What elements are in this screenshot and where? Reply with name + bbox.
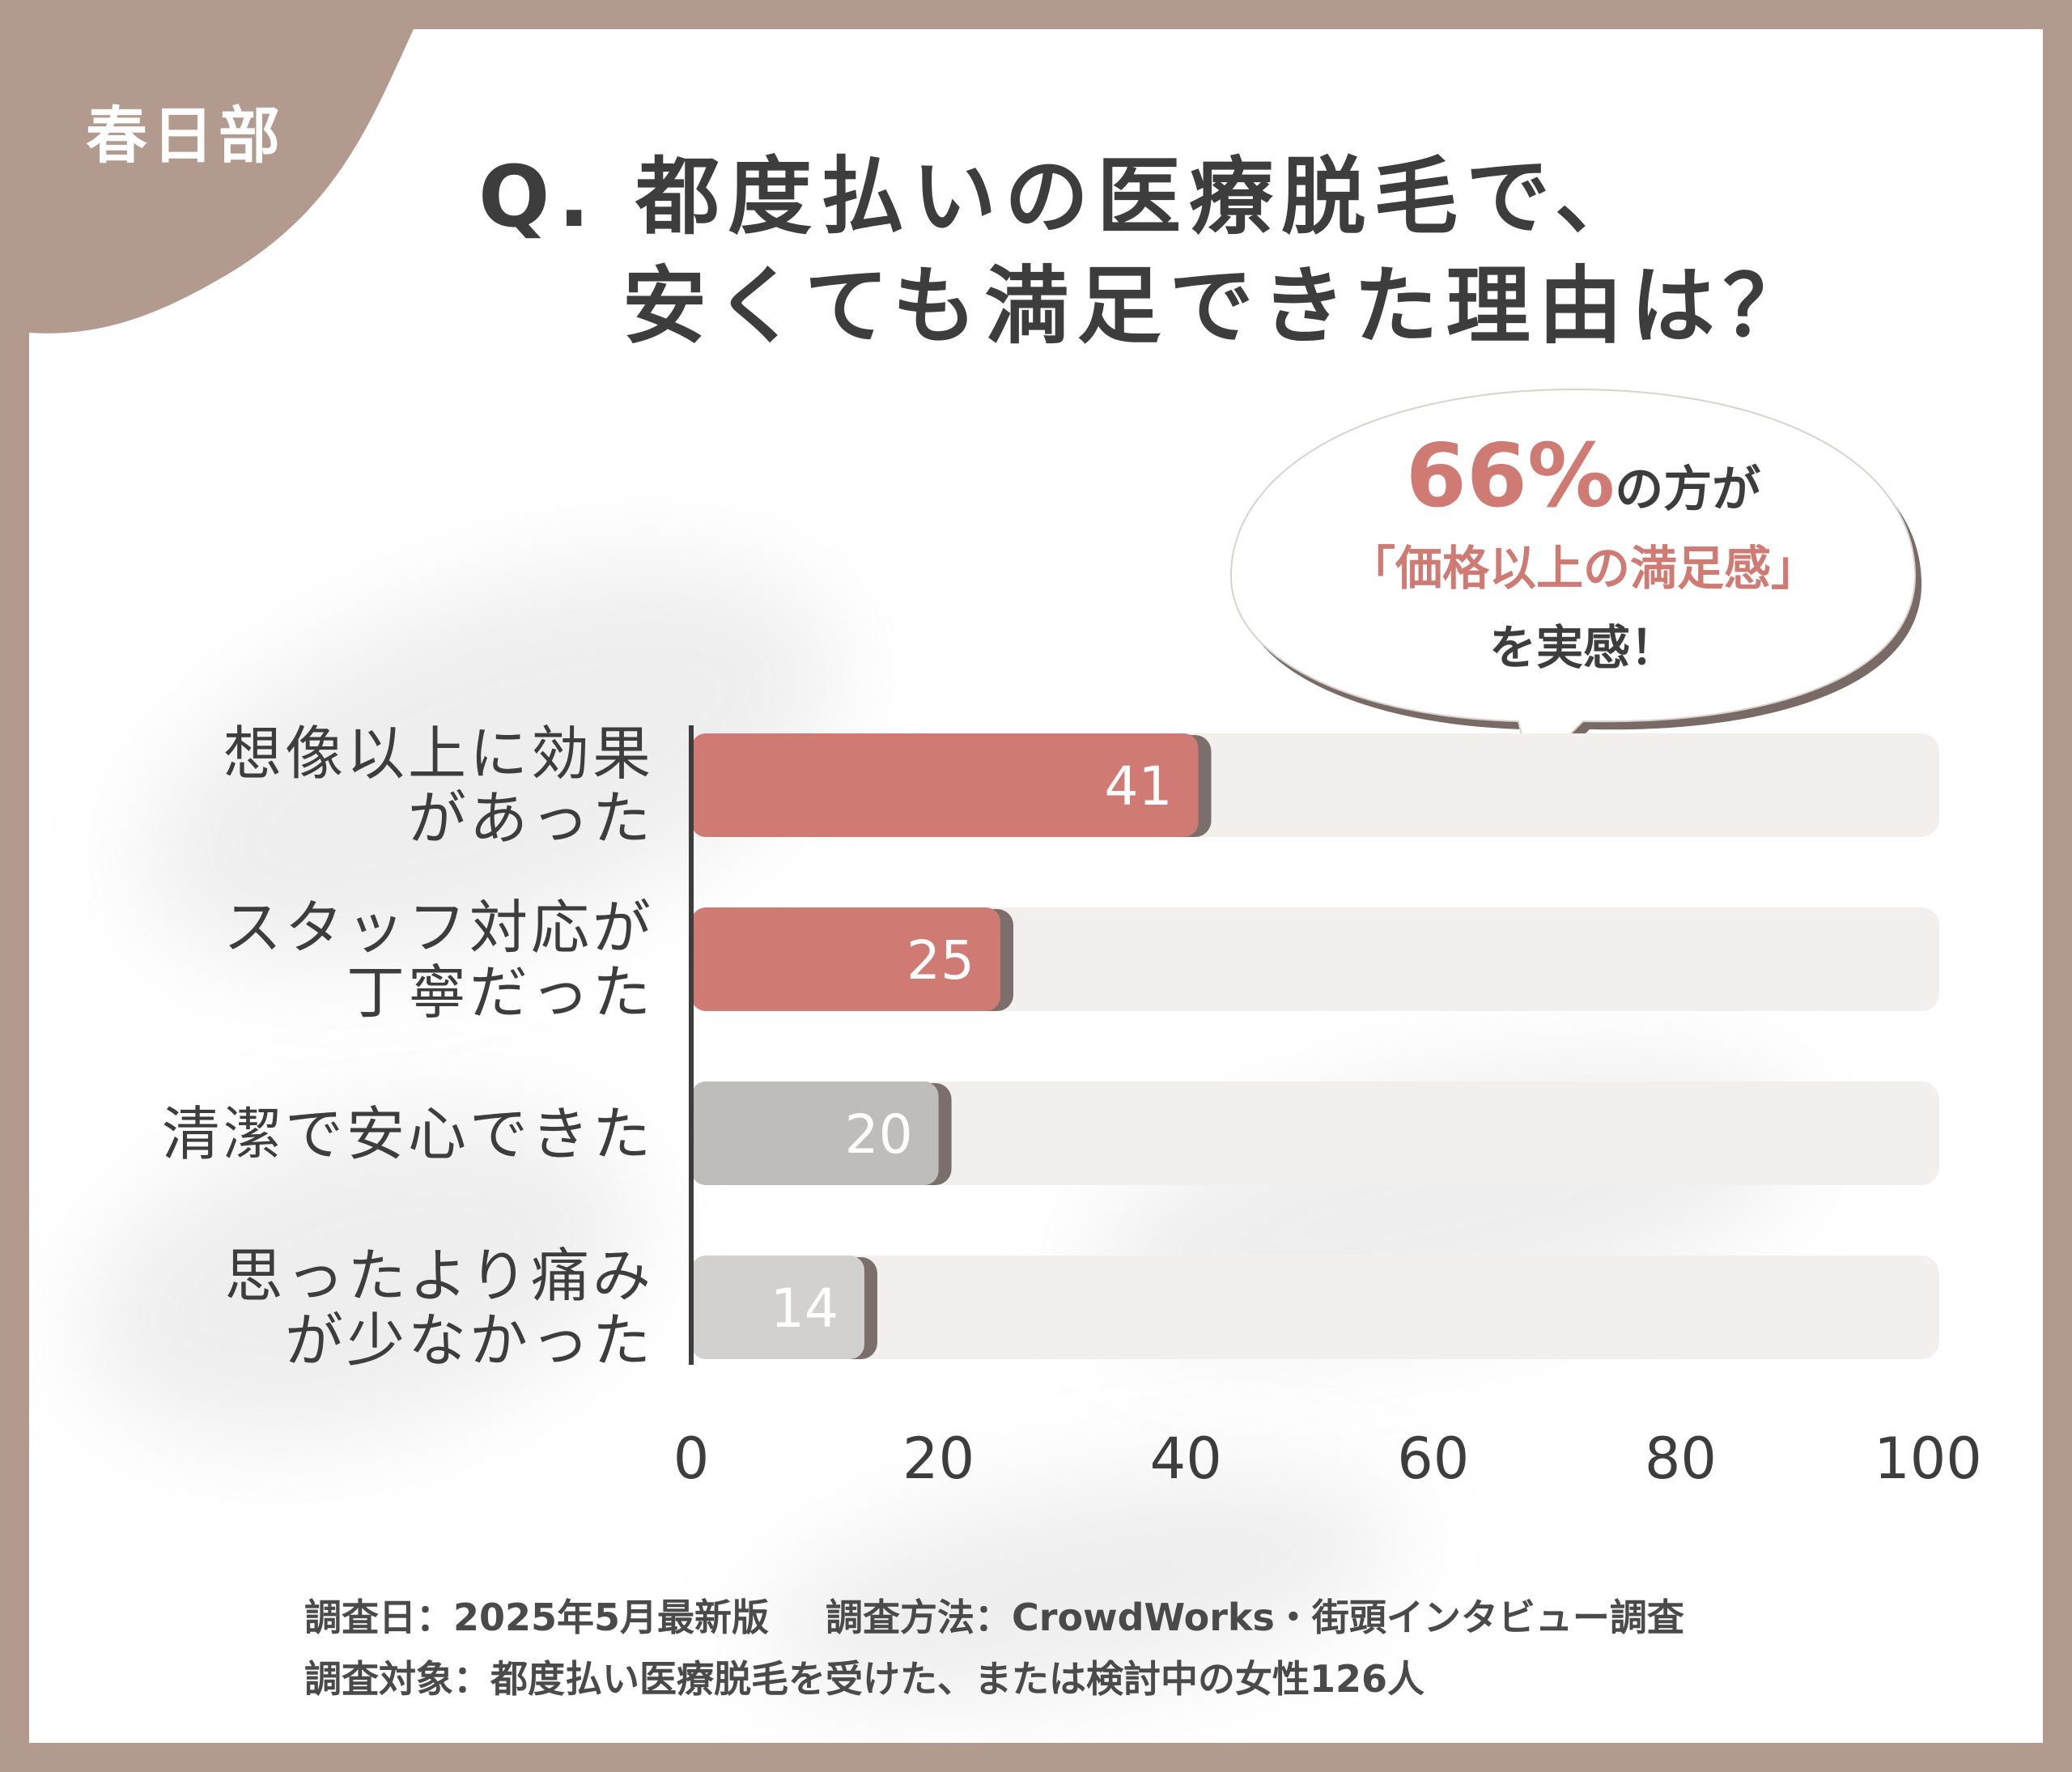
bar [691, 1081, 939, 1185]
callout-text-1: の方が [1615, 461, 1761, 518]
x-tick-label: 40 [1150, 1426, 1222, 1492]
bar-value-label: 20 [845, 1103, 913, 1166]
category-label: があった [408, 784, 654, 852]
infographic-card: 春日部 Q. 都度払いの医療脱毛で、 安くても満足できた理由は？ 66%の方が … [29, 29, 2043, 1743]
title-line-2: 安くても満足できた理由は？ [622, 257, 1815, 355]
corner-decoration [29, 29, 414, 334]
location-tag: 春日部 [86, 100, 285, 172]
x-tick-label: 60 [1397, 1426, 1469, 1492]
survey-method: 調査方法：CrowdWorks・街頭インタビュー調査 [826, 1596, 1684, 1639]
category-label: 想像以上に効果 [223, 720, 654, 788]
bar-value-label: 41 [1104, 755, 1172, 818]
bar [691, 907, 1000, 1011]
survey-target: 調査対象：都度払い医療脱毛を受けた、または検討中の女性126人 [304, 1657, 1425, 1701]
callout-text-3: を実感！ [1488, 620, 1677, 675]
speech-bubble [1229, 388, 1922, 782]
x-tick-label: 0 [673, 1426, 710, 1492]
category-label: が少なかった [285, 1307, 654, 1375]
survey-footnote: 調査日：2025年5月最新版 調査方法：CrowdWorks・街頭インタビュー調査… [304, 1587, 1684, 1710]
bar [691, 733, 1199, 837]
x-tick-label: 100 [1874, 1426, 1982, 1492]
callout-percent: 66% [1405, 426, 1616, 527]
callout-text: 66%の方が 「価格以上の満足感」 を実感！ [1300, 426, 1866, 678]
bar-track [691, 1081, 1939, 1185]
x-tick-label: 20 [902, 1426, 974, 1492]
title-line-1: Q. 都度払いの医療脱毛で、 [478, 147, 1647, 246]
bar-value-label: 25 [906, 929, 974, 992]
survey-date: 調査日：2025年5月最新版 [304, 1596, 770, 1639]
category-label: スタッフ対応が [223, 894, 654, 962]
bar-value-label: 14 [771, 1277, 839, 1340]
x-tick-label: 80 [1645, 1426, 1717, 1492]
category-label: 思ったより痛み [224, 1242, 654, 1310]
bar [691, 1256, 864, 1359]
bar-track [691, 1256, 1939, 1359]
category-label: 丁寧だった [346, 958, 654, 1026]
page-title: Q. 都度払いの医療脱毛で、 安くても満足できた理由は？ [478, 142, 2043, 361]
callout-text-2: 「価格以上の満足感」 [1348, 541, 1818, 596]
category-label: 清潔で安心できた [162, 1100, 654, 1168]
